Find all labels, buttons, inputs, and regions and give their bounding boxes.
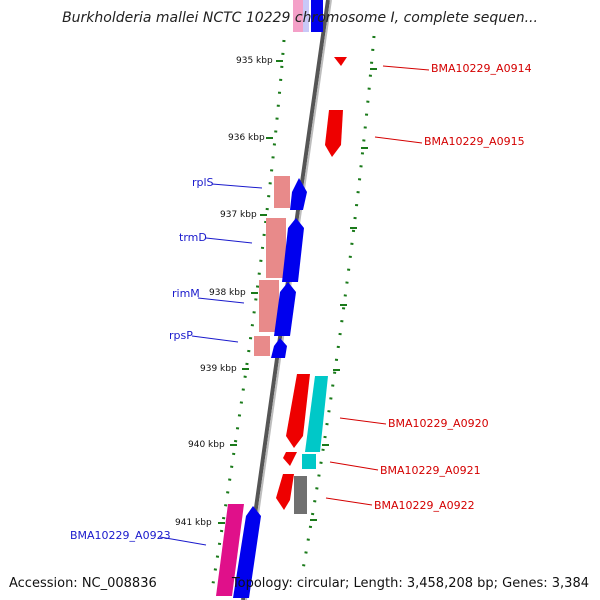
gene-label-bma10229-a0921[interactable]: BMA10229_A0921 [380, 464, 481, 477]
tick-label-940: 940 kbp [188, 440, 225, 450]
gene-rimM[interactable] [274, 282, 296, 336]
gene-label-trmD[interactable]: trmD [179, 231, 207, 244]
top-partial-blue-feature [311, 0, 323, 32]
gene-bma10229-a0923[interactable] [233, 506, 261, 598]
gene-bma10229-a0914[interactable] [334, 57, 347, 66]
tick-label-939: 939 kbp [200, 364, 237, 374]
gene-label-rplS[interactable]: rplS [192, 176, 214, 189]
label-leader-lines-right [325, 65, 430, 506]
inner-tick-dots [210, 39, 286, 591]
map-title: Burkholderia mallei NCTC 10229 chromosom… [62, 10, 538, 26]
magenta-feature-a0923 [216, 504, 244, 596]
top-partial-pink-feature [293, 0, 303, 32]
gene-rplS[interactable] [290, 178, 307, 210]
rna-feature-rimM [259, 280, 279, 332]
top-partial-lightblue-feature [303, 0, 309, 32]
gene-bma10229-a0920[interactable] [286, 374, 310, 448]
kbp-ticks [218, 60, 377, 524]
tick-label-935: 935 kbp [236, 56, 273, 66]
rna-feature-rplS [274, 176, 290, 208]
gene-label-bma10229-a0920[interactable]: BMA10229_A0920 [388, 417, 489, 430]
gene-bma10229-a0915[interactable] [325, 110, 343, 157]
cyan-feature-a0920 [305, 376, 328, 452]
gene-label-rpsP[interactable]: rpsP [169, 329, 193, 342]
gene-label-rimM[interactable]: rimM [172, 287, 200, 300]
gene-label-bma10229-a0923[interactable]: BMA10229_A0923 [70, 529, 171, 542]
tick-label-936: 936 kbp [228, 133, 265, 143]
gene-trmD[interactable] [282, 218, 304, 282]
gene-bma10229-a0921[interactable] [283, 452, 297, 466]
rna-feature-rpsP [254, 336, 270, 356]
gene-label-bma10229-a0922[interactable]: BMA10229_A0922 [374, 499, 475, 512]
gray-feature-a0922 [294, 476, 307, 514]
cyan-feature-a0921 [302, 454, 316, 469]
gene-label-bma10229-a0915[interactable]: BMA10229_A0915 [424, 135, 525, 148]
rna-feature-trmD [266, 218, 286, 278]
gene-label-bma10229-a0914[interactable]: BMA10229_A0914 [431, 62, 532, 75]
tick-label-937: 937 kbp [220, 210, 257, 220]
label-leader-lines-left [159, 183, 263, 546]
topology-text: Topology: circular; Length: 3,458,208 bp… [231, 576, 589, 591]
gene-bma10229-a0922[interactable] [276, 474, 294, 510]
tick-label-941: 941 kbp [175, 518, 212, 528]
gene-rpsP[interactable] [271, 338, 287, 358]
tick-label-938: 938 kbp [209, 288, 246, 298]
accession-text: Accession: NC_008836 [9, 576, 157, 591]
